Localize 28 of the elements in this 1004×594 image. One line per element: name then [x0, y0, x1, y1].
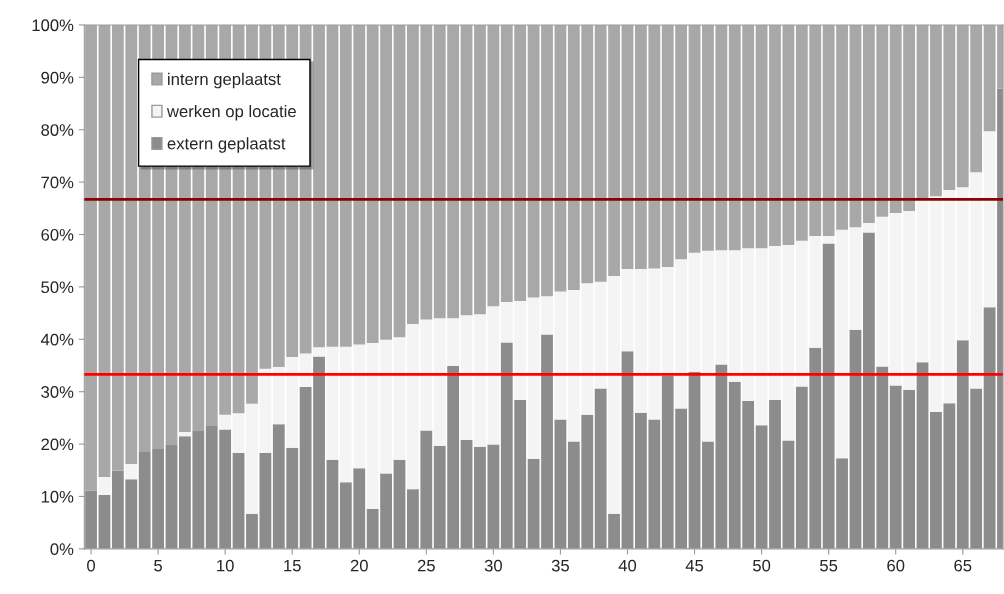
x-tick-label: 5: [154, 559, 163, 572]
x-tick-label: 10: [217, 559, 234, 572]
legend-label: extern geplaatst: [167, 137, 286, 153]
y-tick-label: 100%: [32, 19, 74, 32]
y-tick-label: 10%: [41, 490, 74, 503]
x-tick-label: 40: [618, 559, 637, 572]
x-tick-label: 55: [820, 559, 838, 572]
y-tick-label: 20%: [41, 438, 74, 451]
y-tick-label: 30%: [41, 386, 74, 398]
legend-label: intern geplaatst: [168, 72, 281, 89]
x-tick-label: 20: [350, 559, 368, 572]
x-tick-label: 25: [417, 559, 435, 572]
y-tick-label: 0%: [50, 543, 74, 556]
y-tick-label: 70%: [41, 176, 74, 189]
x-tick-label: 30: [484, 559, 502, 572]
y-tick-label: 90%: [41, 71, 74, 84]
x-tick-label: 50: [752, 559, 771, 572]
y-tick-label: 40%: [40, 333, 74, 346]
y-tick-label: 80%: [41, 124, 74, 136]
x-tick-label: 35: [551, 559, 569, 572]
x-tick-label: 15: [284, 559, 301, 572]
x-tick-label: 65: [954, 559, 972, 572]
legend-label: werken op locatie: [166, 105, 296, 121]
x-tick-label: 0: [87, 559, 96, 572]
x-tick-label: 45: [685, 559, 704, 572]
y-tick-label: 60%: [41, 228, 74, 241]
x-tick-label: 60: [887, 559, 905, 572]
y-tick-label: 50%: [41, 281, 74, 294]
